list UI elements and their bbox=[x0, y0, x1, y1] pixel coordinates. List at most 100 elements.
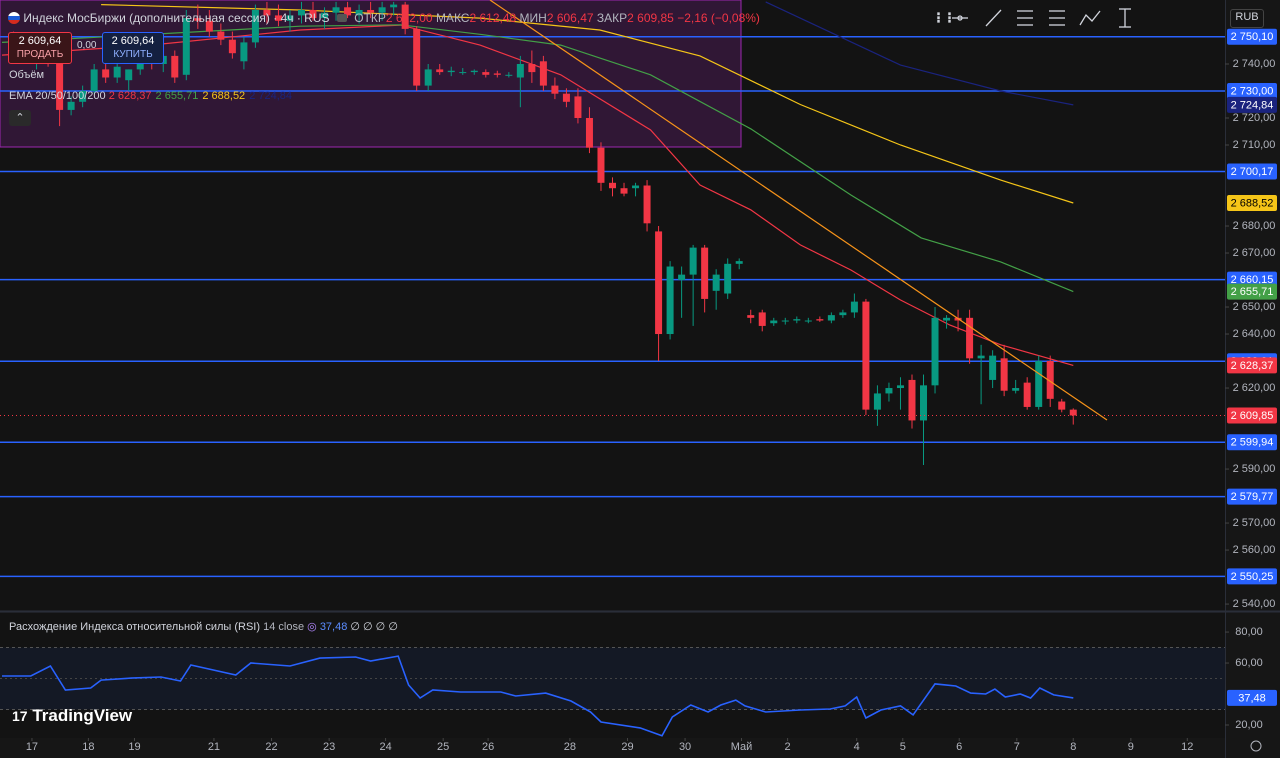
ema-legend-value: 2 688,52 bbox=[202, 90, 246, 102]
candle-body bbox=[102, 69, 110, 78]
candle-body bbox=[367, 9, 375, 13]
y-tick-label: 2 620,00 bbox=[1233, 382, 1276, 394]
candle-body bbox=[735, 261, 743, 264]
candle-body bbox=[505, 74, 513, 76]
y-tick-label: 2 540,00 bbox=[1233, 598, 1276, 610]
hide-icon[interactable] bbox=[336, 14, 347, 22]
ema-value-label: 2 655,71 bbox=[1231, 286, 1274, 298]
candle-body bbox=[943, 317, 951, 321]
x-tick-label: 24 bbox=[379, 741, 391, 753]
trend-line[interactable] bbox=[489, 0, 1108, 421]
price-pane bbox=[0, 0, 1225, 610]
candle-body bbox=[574, 96, 582, 119]
brand-text: TradingView bbox=[32, 706, 133, 725]
currency-button[interactable]: RUB bbox=[1230, 9, 1264, 28]
candle-body bbox=[470, 70, 478, 73]
candle-body bbox=[804, 320, 812, 322]
change-value: −2,16 (−0,08%) bbox=[677, 11, 760, 25]
candle-body bbox=[413, 28, 421, 86]
candle-body bbox=[689, 247, 697, 275]
x-tick-label: 12 bbox=[1181, 741, 1193, 753]
candle-body bbox=[873, 393, 881, 410]
tool-trend-line[interactable] bbox=[985, 9, 1002, 27]
collapse-button[interactable]: ⌃ bbox=[9, 110, 31, 126]
candle-body bbox=[562, 93, 570, 102]
candle-body bbox=[274, 15, 282, 21]
candle-body bbox=[297, 9, 305, 16]
candle-body bbox=[678, 274, 686, 281]
candle-body bbox=[113, 66, 121, 78]
candle-body bbox=[493, 73, 501, 75]
candle-body bbox=[977, 355, 985, 359]
candle-body bbox=[920, 385, 928, 421]
candle-body bbox=[908, 379, 916, 421]
candle-body bbox=[609, 182, 616, 189]
y-tick-label: 2 640,00 bbox=[1233, 328, 1276, 340]
x-tick-label: 2 bbox=[785, 741, 791, 753]
candle-body bbox=[332, 7, 340, 13]
toolbar: ⋮⋮ bbox=[932, 8, 1131, 28]
candle-body bbox=[1000, 358, 1008, 391]
candle-body bbox=[251, 9, 259, 43]
zone-rectangle[interactable] bbox=[0, 0, 742, 148]
rsi-y-tick-label: 80,00 bbox=[1235, 626, 1263, 638]
tool-horizontal-ray[interactable] bbox=[952, 15, 968, 21]
candle-body bbox=[79, 91, 87, 102]
candle-body bbox=[747, 315, 755, 318]
level-label-box bbox=[1227, 488, 1277, 505]
rsi-legend: Расхождение Индекса относительной силы (… bbox=[9, 621, 398, 633]
x-tick-label: 18 bbox=[82, 741, 94, 753]
candle-body bbox=[781, 320, 789, 322]
sell-button[interactable]: 2 609,64 ПРОДАТЬ bbox=[8, 32, 72, 64]
low-label: МИН bbox=[519, 11, 547, 25]
y-tick-label: 2 670,00 bbox=[1233, 247, 1276, 259]
x-tick-label: 7 bbox=[1014, 741, 1020, 753]
rsi-value: 37,48 bbox=[319, 621, 348, 633]
candle-body bbox=[205, 20, 213, 32]
level-label: 2 750,10 bbox=[1231, 31, 1274, 43]
tool-path[interactable] bbox=[1079, 10, 1101, 26]
level-label-box bbox=[1227, 434, 1277, 451]
candle-body bbox=[620, 188, 628, 194]
ema-value-label: 2 628,37 bbox=[1231, 360, 1274, 372]
ema-value-label: 2 724,84 bbox=[1231, 99, 1274, 111]
candle-body bbox=[516, 63, 524, 78]
level-label: 2 660,15 bbox=[1231, 274, 1274, 286]
x-tick-label: 17 bbox=[26, 741, 38, 753]
buy-price: 2 609,64 bbox=[111, 35, 155, 47]
candle-body bbox=[217, 31, 225, 40]
candle-body bbox=[436, 69, 444, 73]
toolbar-grip: ⋮⋮ bbox=[933, 12, 955, 24]
y-tick-label: 2 720,00 bbox=[1233, 112, 1276, 124]
y-tick-label: 2 710,00 bbox=[1233, 139, 1276, 151]
candle-body bbox=[309, 9, 317, 19]
x-tick-label: 23 bbox=[323, 741, 335, 753]
x-tick-label: 19 bbox=[128, 741, 140, 753]
tool-pitchfork[interactable] bbox=[1049, 10, 1065, 26]
symbol-legend: Индекс МосБиржи (дополнительная сессия) … bbox=[8, 11, 760, 25]
candle-body bbox=[355, 9, 363, 16]
ema-legend: EMA 20/50/100/200 2 628,37 2 655,71 2 688,… bbox=[9, 90, 296, 102]
level-label-box bbox=[1227, 568, 1277, 585]
rsi-extras: ∅ ∅ ∅ ∅ bbox=[350, 621, 398, 633]
candle-body bbox=[551, 85, 559, 94]
buy-button[interactable]: 2 609,64 КУПИТЬ bbox=[102, 32, 164, 64]
x-tick-label: 29 bbox=[621, 741, 633, 753]
candle-body bbox=[390, 4, 398, 8]
tool-measure[interactable] bbox=[1119, 8, 1131, 28]
settings-icon[interactable] bbox=[1250, 740, 1262, 752]
rsi-pane bbox=[0, 613, 1225, 738]
candle-body bbox=[240, 42, 248, 62]
candle-body bbox=[885, 388, 893, 394]
open-label: ОТКР bbox=[354, 11, 386, 25]
rsi-value-label: 37,48 bbox=[1238, 692, 1266, 704]
candle-body bbox=[1012, 388, 1020, 391]
ema-legend-value: 2 628,37 bbox=[108, 90, 152, 102]
candle-body bbox=[194, 18, 202, 21]
x-tick-label: 25 bbox=[437, 741, 449, 753]
flag-icon bbox=[8, 12, 20, 24]
ema-line bbox=[1, 24, 1074, 366]
candle-body bbox=[228, 39, 236, 54]
x-tick-label: 9 bbox=[1128, 741, 1134, 753]
tool-fib[interactable] bbox=[1017, 10, 1033, 26]
